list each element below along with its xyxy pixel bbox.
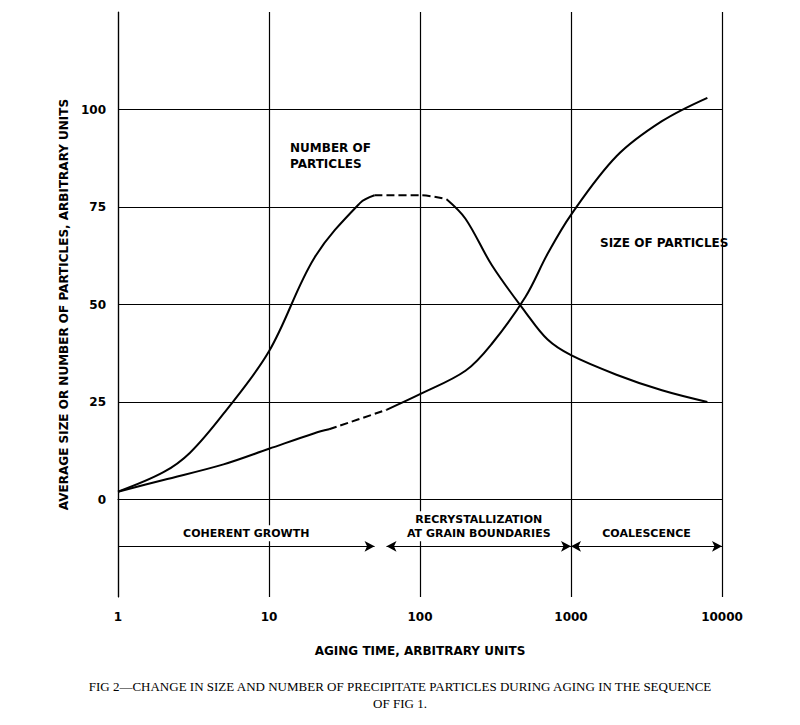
svg-text:1000: 1000 xyxy=(554,610,587,624)
svg-text:10: 10 xyxy=(261,610,278,624)
svg-text:COHERENT GROWTH: COHERENT GROWTH xyxy=(183,527,309,540)
svg-text:NUMBER OF: NUMBER OF xyxy=(290,141,371,155)
svg-text:AGING TIME, ARBITRARY UNITS: AGING TIME, ARBITRARY UNITS xyxy=(315,644,526,658)
svg-text:COALESCENCE: COALESCENCE xyxy=(602,527,690,540)
svg-text:1: 1 xyxy=(114,610,122,624)
svg-text:AT GRAIN BOUNDARIES: AT GRAIN BOUNDARIES xyxy=(407,527,551,540)
svg-text:0: 0 xyxy=(98,493,106,507)
svg-text:10000: 10000 xyxy=(701,610,743,624)
svg-text:100: 100 xyxy=(81,103,106,117)
svg-text:50: 50 xyxy=(89,298,106,312)
svg-text:PARTICLES: PARTICLES xyxy=(290,157,362,171)
svg-text:AVERAGE SIZE OR NUMBER OF PART: AVERAGE SIZE OR NUMBER OF PARTICLES, ARB… xyxy=(57,99,71,510)
svg-text:FIG 2—CHANGE IN SIZE AND NUMBE: FIG 2—CHANGE IN SIZE AND NUMBER OF PRECI… xyxy=(89,679,712,694)
svg-text:RECRYSTALLIZATION: RECRYSTALLIZATION xyxy=(415,513,542,526)
svg-text:25: 25 xyxy=(89,395,106,409)
svg-text:OF FIG 1.: OF FIG 1. xyxy=(373,696,427,711)
svg-text:SIZE OF PARTICLES: SIZE OF PARTICLES xyxy=(600,236,728,250)
svg-text:75: 75 xyxy=(89,200,106,214)
svg-text:100: 100 xyxy=(407,610,432,624)
